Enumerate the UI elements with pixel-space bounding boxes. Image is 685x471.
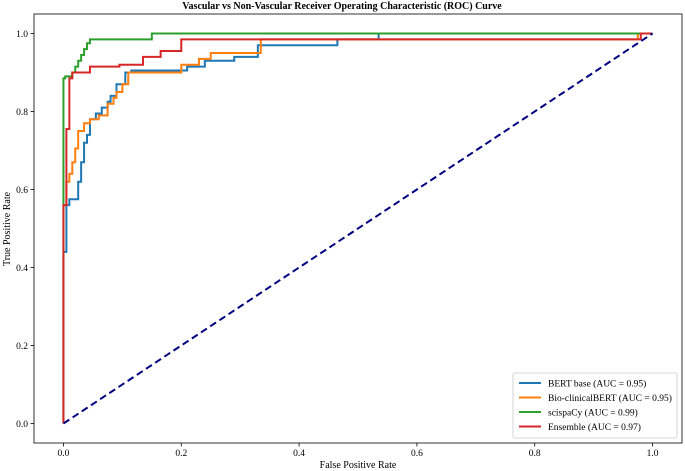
y-tick-label: 1.0	[16, 30, 28, 40]
x-axis-ticks: 0.0 0.2 0.4 0.6 0.8 1.0	[58, 443, 659, 459]
plot-frame	[33, 13, 683, 444]
x-tick-label: 0.4	[293, 449, 305, 459]
series-line-bio-clinicalbert	[62, 32, 653, 424]
series-line-scispacy	[62, 32, 653, 424]
y-tick-label: 0.4	[16, 264, 28, 274]
y-axis-label: True Positive Rate	[2, 191, 13, 266]
series-line-ensemble	[62, 32, 653, 424]
x-tick-label: 0.0	[58, 449, 70, 459]
chart-title: Vascular vs Non-Vascular Receiver Operat…	[182, 1, 502, 12]
legend: BERT base (AUC = 0.95) Bio-clinicalBERT (…	[512, 372, 678, 439]
legend-label: Ensemble (AUC = 0.97)	[548, 422, 641, 433]
plot-area	[33, 13, 683, 444]
y-tick-label: 0.6	[16, 186, 28, 196]
reference-diagonal-line	[62, 32, 654, 425]
x-tick-label: 0.2	[175, 449, 187, 459]
y-tick-label: 0.8	[16, 108, 28, 118]
x-tick-label: 0.8	[529, 449, 541, 459]
x-tick-label: 0.6	[411, 449, 423, 459]
legend-label: Bio-clinicalBERT (AUC = 0.95)	[548, 393, 672, 404]
legend-label: BERT base (AUC = 0.95)	[548, 378, 646, 389]
x-tick-label: 1.0	[647, 449, 659, 459]
series-group	[62, 32, 654, 425]
x-axis-label: False Positive Rate	[320, 460, 397, 471]
legend-box	[512, 372, 678, 439]
y-tick-label: 0.0	[16, 420, 28, 430]
series-line-bert-base	[62, 32, 653, 424]
y-axis-ticks: 0.0 0.2 0.4 0.6 0.8 1.0	[16, 30, 34, 430]
legend-label: scispaCy (AUC = 0.99)	[548, 407, 638, 418]
y-tick-label: 0.2	[16, 342, 28, 352]
